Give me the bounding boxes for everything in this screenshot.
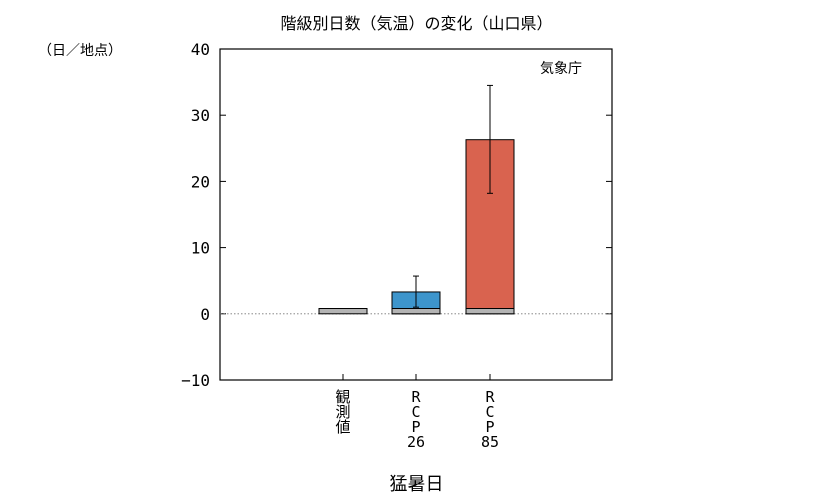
- x-axis-title: 猛暑日: [389, 474, 444, 495]
- observed-bar: [465, 308, 515, 315]
- category-label: R: [411, 388, 421, 406]
- category-label: 観: [335, 388, 350, 406]
- category-label: P: [411, 418, 420, 436]
- y-tick-label: 10: [191, 239, 210, 258]
- y-tick-label: 20: [191, 172, 210, 191]
- category-label: 85: [481, 433, 499, 451]
- category-label: R: [485, 388, 495, 406]
- category-label: C: [485, 403, 494, 421]
- category-label: 測: [335, 403, 350, 421]
- plot-frame: [219, 48, 613, 381]
- category-label: P: [485, 418, 494, 436]
- observed-bar: [391, 308, 441, 315]
- category-label: C: [411, 403, 420, 421]
- category-label: 26: [407, 433, 425, 451]
- y-tick-label: 0: [200, 305, 210, 324]
- y-tick-label: −10: [181, 371, 210, 390]
- observed-bar: [318, 308, 368, 315]
- chart-title: 階級別日数（気温）の変化（山口県）: [280, 14, 553, 33]
- y-tick-label: 40: [191, 40, 210, 59]
- y-tick-label: 30: [191, 106, 210, 125]
- y-axis-unit-label: （日／地点）: [38, 43, 122, 59]
- category-label: 値: [335, 418, 350, 436]
- source-label: 気象庁: [540, 61, 582, 77]
